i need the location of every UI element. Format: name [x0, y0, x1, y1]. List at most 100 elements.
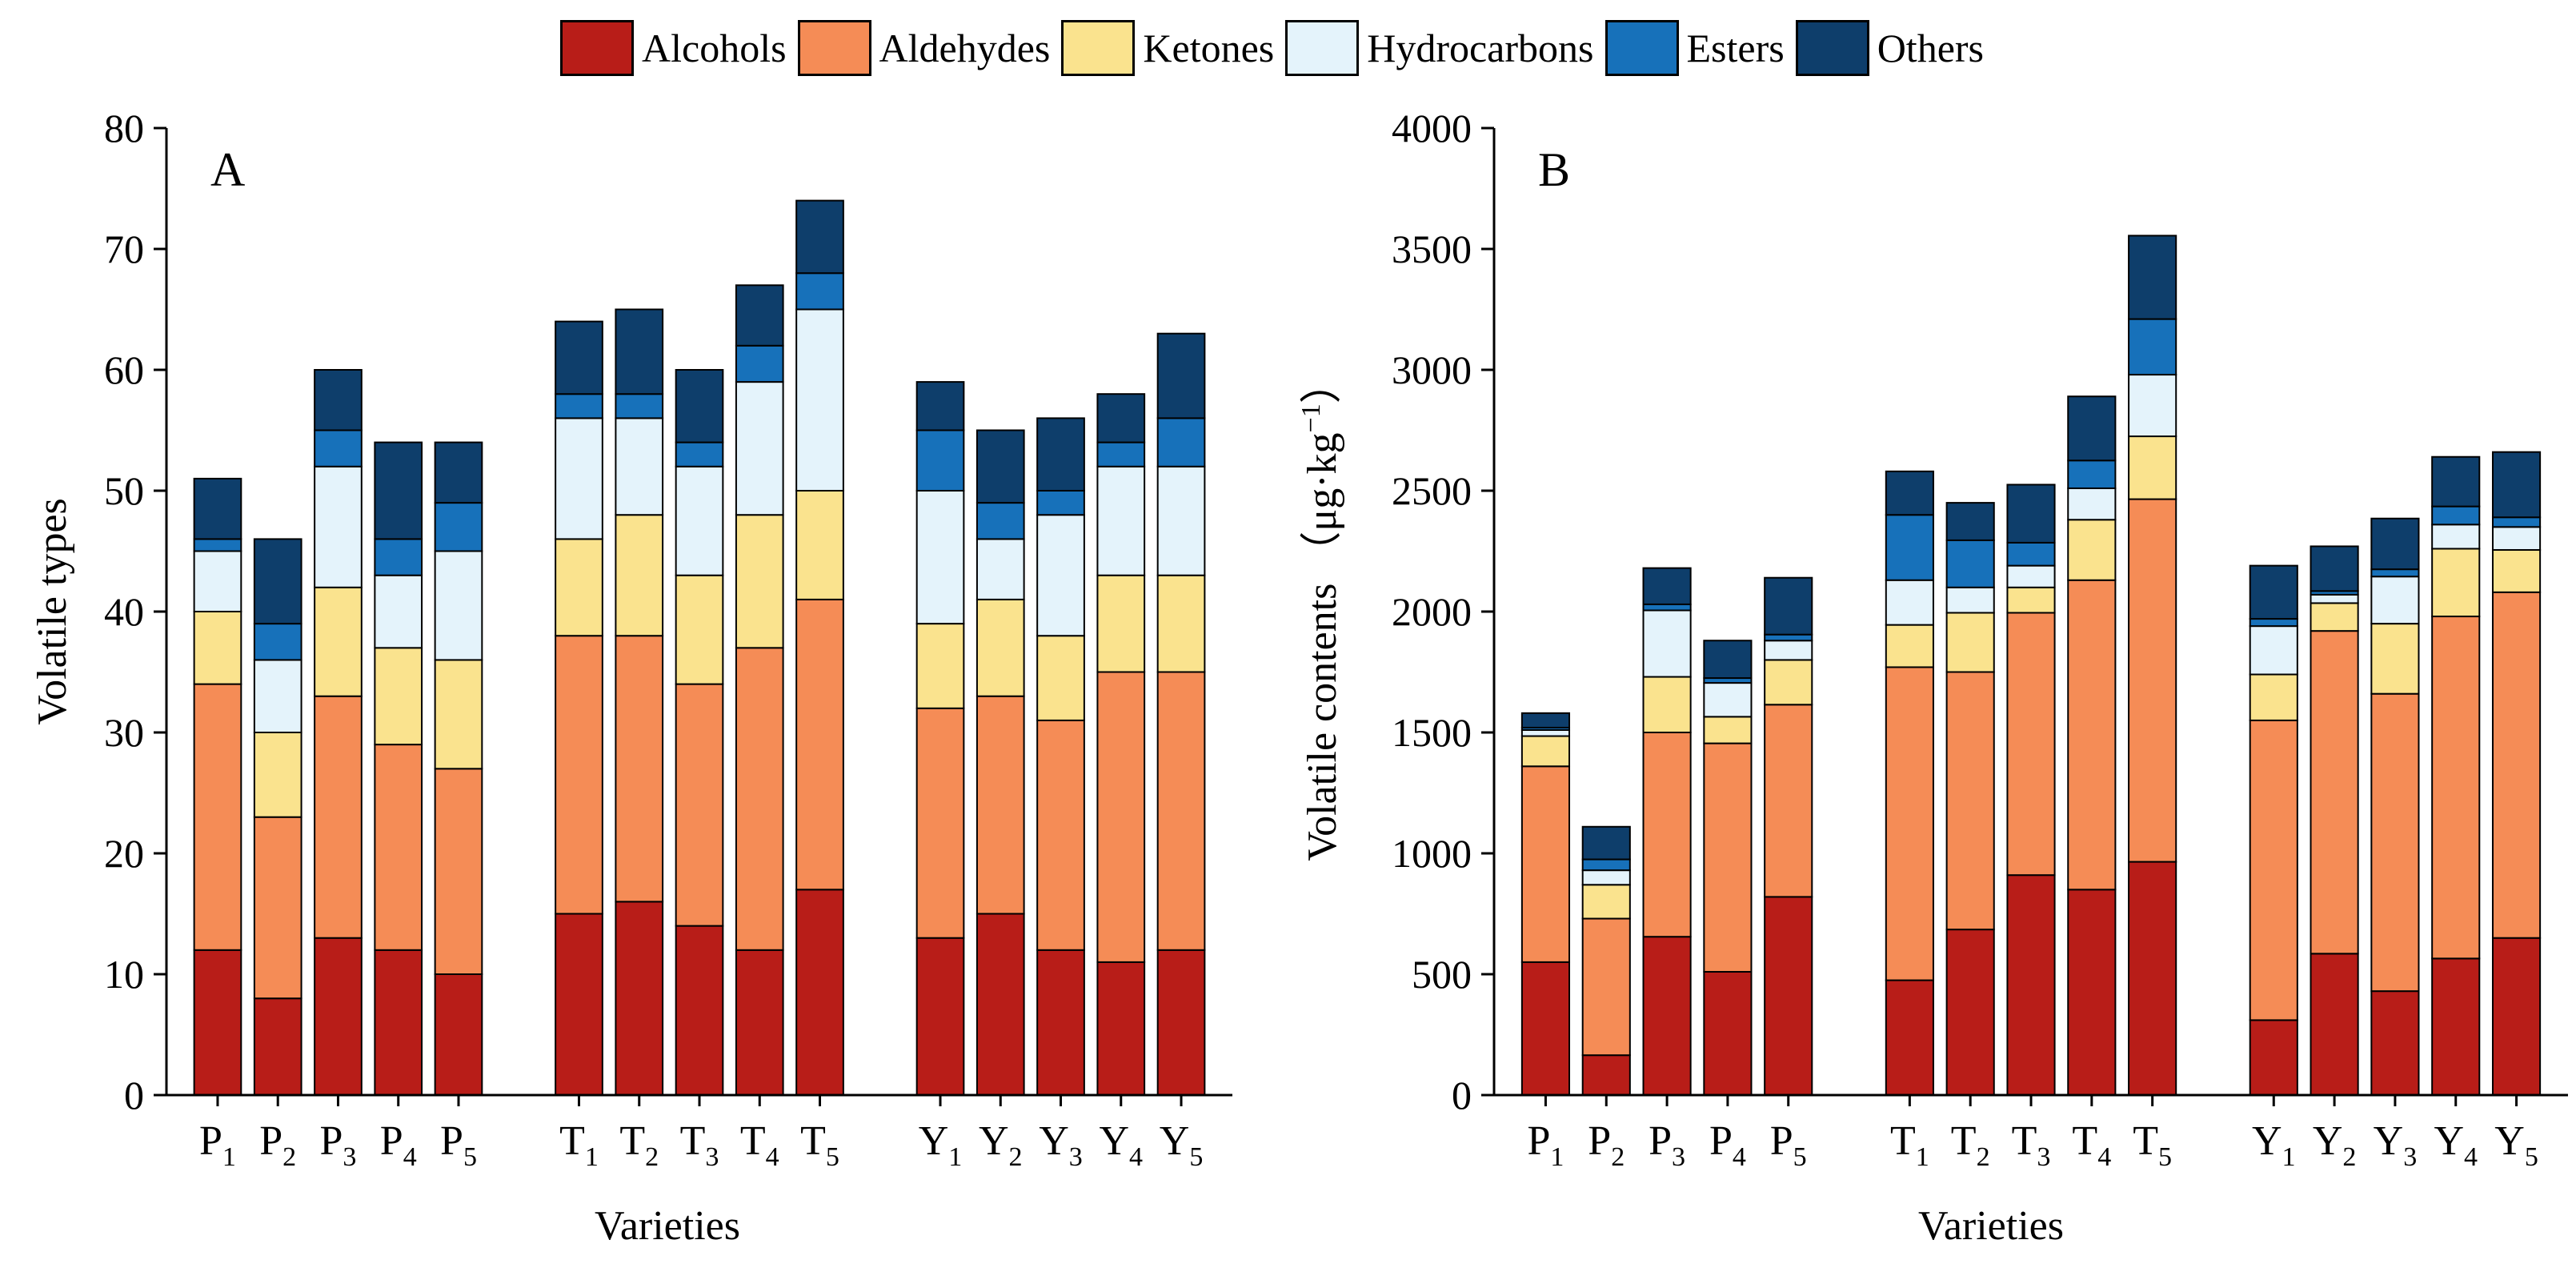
- bar-others-1: [1520, 712, 1571, 728]
- bar-others-2: [253, 538, 302, 625]
- bar-others-7: [615, 308, 664, 395]
- x-tick-label: T1: [559, 1118, 599, 1172]
- legend-swatch: [560, 20, 634, 76]
- bar-ketones-5: [434, 659, 483, 770]
- bar-hydrocarbons-12: [2310, 593, 2359, 604]
- bar-aldehydes-10: [795, 598, 844, 891]
- x-tick-label-sub: 2: [645, 1142, 659, 1172]
- bar-aldehydes-13: [2370, 692, 2420, 993]
- x-tick-label-base: T: [1890, 1118, 1916, 1164]
- bar-alcohols-7: [1945, 929, 1995, 1096]
- x-tick-label: P5: [440, 1118, 477, 1172]
- bar-hydrocarbons-4: [374, 574, 423, 649]
- bar-alcohols-9: [2067, 889, 2117, 1097]
- bar-esters-8: [2006, 541, 2056, 567]
- x-tick-label-base: T: [2072, 1118, 2097, 1164]
- bar-alcohols-2: [1581, 1054, 1631, 1097]
- bar-alcohols-3: [1642, 936, 1692, 1096]
- legend-label: Ketones: [1143, 26, 1275, 70]
- bar-esters-3: [314, 429, 363, 467]
- bar-aldehydes-8: [2006, 612, 2056, 877]
- y-tick-label: 20: [104, 831, 144, 876]
- x-tick-label-sub: 3: [2037, 1142, 2050, 1172]
- x-tick-label-base: P: [1527, 1118, 1550, 1164]
- bar-ketones-10: [795, 490, 844, 600]
- bar-alcohols-5: [434, 973, 483, 1096]
- bar-hydrocarbons-5: [434, 550, 483, 661]
- bar-others-5: [1764, 576, 1813, 636]
- legend-swatch: [797, 20, 871, 76]
- bar-alcohols-12: [2310, 953, 2359, 1096]
- bar-esters-8: [675, 441, 724, 467]
- x-tick-label-base: P: [1588, 1118, 1611, 1164]
- y-tick-label: 2500: [1392, 468, 1472, 513]
- bar-aldehydes-10: [2128, 498, 2177, 863]
- x-tick-label-base: T: [619, 1118, 645, 1164]
- bar-others-11: [915, 381, 965, 431]
- bar-others-14: [1096, 393, 1146, 443]
- bar-ketones-6: [555, 538, 603, 637]
- bar-esters-14: [2431, 505, 2481, 526]
- y-tick-label: 50: [104, 468, 144, 513]
- y-tick-label: 10: [104, 952, 144, 997]
- y-tick-label: 0: [1452, 1073, 1472, 1117]
- bar-esters-5: [434, 502, 483, 552]
- x-tick-label-sub: 2: [282, 1142, 296, 1172]
- panel-label: A: [210, 143, 245, 196]
- bar-aldehydes-4: [1703, 742, 1753, 973]
- y-tick-label: 40: [104, 589, 144, 634]
- bar-alcohols-10: [795, 889, 844, 1097]
- x-tick-label-sub: 3: [343, 1142, 356, 1172]
- x-tick-label-base: Y: [2374, 1118, 2404, 1164]
- bar-esters-7: [615, 393, 664, 419]
- bar-esters-5: [1764, 633, 1813, 642]
- bar-others-4: [1703, 640, 1753, 680]
- bar-ketones-7: [1945, 612, 1995, 673]
- bar-alcohols-15: [2491, 937, 2542, 1096]
- bar-esters-13: [2370, 568, 2420, 578]
- y-tick-label: 1000: [1392, 831, 1472, 876]
- y-tick-label: 3500: [1392, 227, 1472, 271]
- bar-ketones-6: [1885, 624, 1934, 668]
- x-tick-label-sub: 3: [1672, 1142, 1685, 1172]
- y-tick-label: 2000: [1392, 589, 1472, 634]
- y-tick-label: 80: [104, 106, 144, 150]
- bar-hydrocarbons-10: [795, 308, 844, 492]
- bar-alcohols-1: [193, 949, 242, 1097]
- bar-others-7: [1945, 502, 1995, 541]
- x-tick-label-base: P: [1770, 1118, 1793, 1164]
- x-tick-label-base: T: [559, 1118, 585, 1164]
- x-tick-label: Y5: [1160, 1118, 1204, 1172]
- bar-esters-3: [1642, 603, 1692, 612]
- x-tick-label: P3: [320, 1118, 357, 1172]
- x-tick-label-sub: 1: [2282, 1142, 2296, 1172]
- x-tick-label: Y3: [1039, 1118, 1083, 1172]
- x-tick-label: T1: [1890, 1118, 1929, 1172]
- bar-aldehydes-4: [374, 744, 423, 951]
- x-tick-label-base: P: [380, 1118, 403, 1164]
- bar-others-8: [2006, 484, 2056, 544]
- bar-aldehydes-7: [615, 635, 664, 903]
- y-axis-label-text: Volatile types: [30, 498, 75, 725]
- x-tick-label-base: P: [320, 1118, 343, 1164]
- bar-hydrocarbons-13: [2370, 576, 2420, 625]
- bar-hydrocarbons-4: [1703, 682, 1753, 718]
- y-tick-label: 0: [124, 1073, 144, 1117]
- x-tick-label: Y2: [2313, 1118, 2357, 1172]
- x-tick-label-base: T: [740, 1118, 766, 1164]
- x-tick-label: Y4: [2434, 1118, 2478, 1172]
- x-tick-label: Y5: [2494, 1118, 2538, 1172]
- bar-alcohols-6: [555, 913, 603, 1096]
- x-tick-label-base: Y: [1099, 1118, 1129, 1164]
- bar-aldehydes-6: [555, 635, 603, 915]
- bar-alcohols-4: [374, 949, 423, 1097]
- bar-alcohols-12: [976, 913, 1025, 1096]
- x-tick-label: Y2: [979, 1118, 1023, 1172]
- bar-aldehydes-6: [1885, 666, 1934, 981]
- x-axis-label: Varieties: [595, 1203, 740, 1249]
- bar-aldehydes-5: [434, 768, 483, 975]
- x-tick-label: P2: [259, 1118, 296, 1172]
- bar-alcohols-10: [2128, 861, 2177, 1096]
- x-tick-label-base: Y: [2252, 1118, 2282, 1164]
- bar-hydrocarbons-8: [675, 465, 724, 576]
